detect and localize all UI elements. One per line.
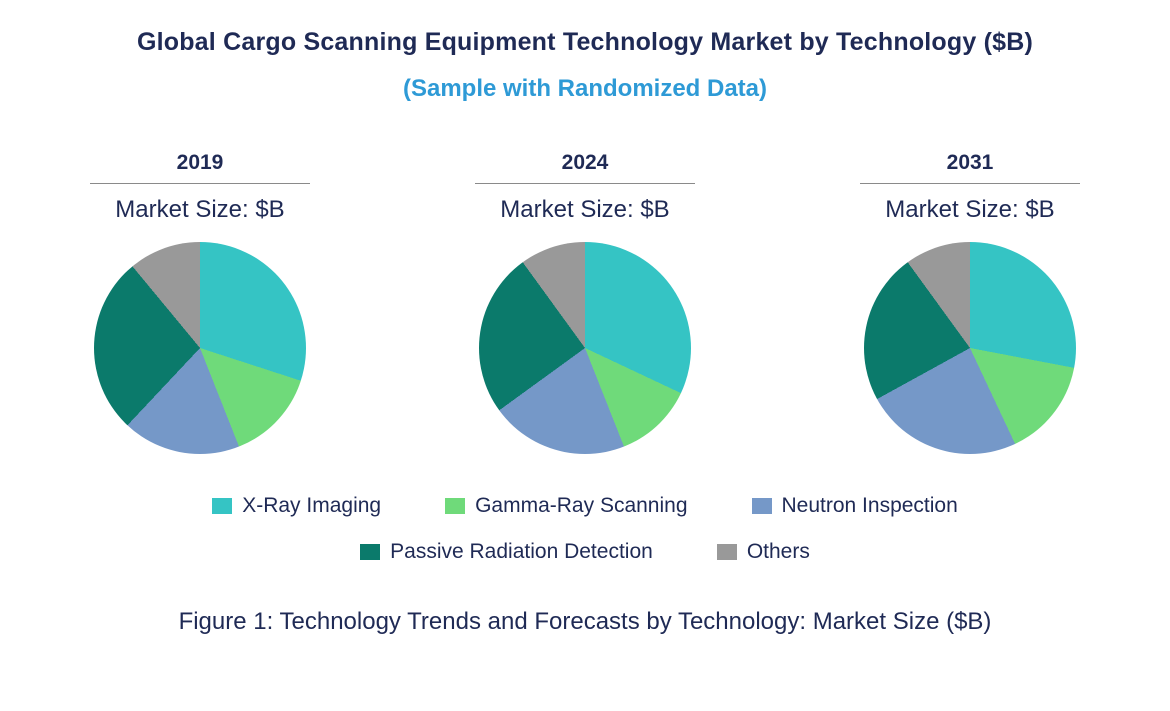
legend-swatch-passive-radiation-detection-icon [360, 544, 381, 560]
pie-charts-row: 2019 Market Size: $B 2024 Market Size: $… [0, 151, 1170, 454]
year-label-2019: 2019 [90, 151, 310, 184]
pie-chart-2019 [94, 242, 306, 454]
pie-chart-2024 [479, 242, 691, 454]
legend-label-neutron-inspection: Neutron Inspection [781, 494, 958, 517]
legend-swatch-x-ray-imaging-icon [212, 498, 233, 514]
chart-subtitle: (Sample with Randomized Data) [402, 75, 768, 102]
year-label-2031: 2031 [860, 151, 1080, 184]
legend-label-gamma-ray-scanning: Gamma-Ray Scanning [475, 494, 688, 517]
legend-row-1: X-Ray Imaging Gamma-Ray Scanning Neutron… [212, 494, 958, 518]
legend-item-gamma-ray-scanning: Gamma-Ray Scanning [445, 494, 688, 518]
legend-item-passive-radiation-detection: Passive Radiation Detection [360, 540, 653, 564]
legend-swatch-gamma-ray-scanning-icon [445, 498, 466, 514]
legend-swatch-others-icon [716, 544, 737, 560]
legend-label-x-ray-imaging: X-Ray Imaging [242, 494, 382, 517]
legend-item-x-ray-imaging: X-Ray Imaging [212, 494, 381, 518]
market-size-label-2019: Market Size: $B [115, 196, 285, 223]
legend-row-2: Passive Radiation Detection Others [360, 540, 810, 564]
market-size-label-2024: Market Size: $B [500, 196, 670, 223]
legend-swatch-neutron-inspection-icon [751, 498, 772, 514]
legend: X-Ray Imaging Gamma-Ray Scanning Neutron… [0, 494, 1170, 564]
pie-column-2024: 2024 Market Size: $B [470, 151, 700, 454]
legend-item-others: Others [716, 540, 810, 564]
figure-caption: Figure 1: Technology Trends and Forecast… [178, 608, 992, 635]
pie-chart-2031 [864, 242, 1076, 454]
legend-item-neutron-inspection: Neutron Inspection [751, 494, 958, 518]
pie-column-2031: 2031 Market Size: $B [855, 151, 1085, 454]
pie-column-2019: 2019 Market Size: $B [85, 151, 315, 454]
year-label-2024: 2024 [475, 151, 695, 184]
market-size-label-2031: Market Size: $B [885, 196, 1055, 223]
chart-title: Global Cargo Scanning Equipment Technolo… [136, 28, 1034, 56]
legend-label-passive-radiation-detection: Passive Radiation Detection [390, 540, 653, 563]
legend-label-others: Others [746, 540, 810, 563]
